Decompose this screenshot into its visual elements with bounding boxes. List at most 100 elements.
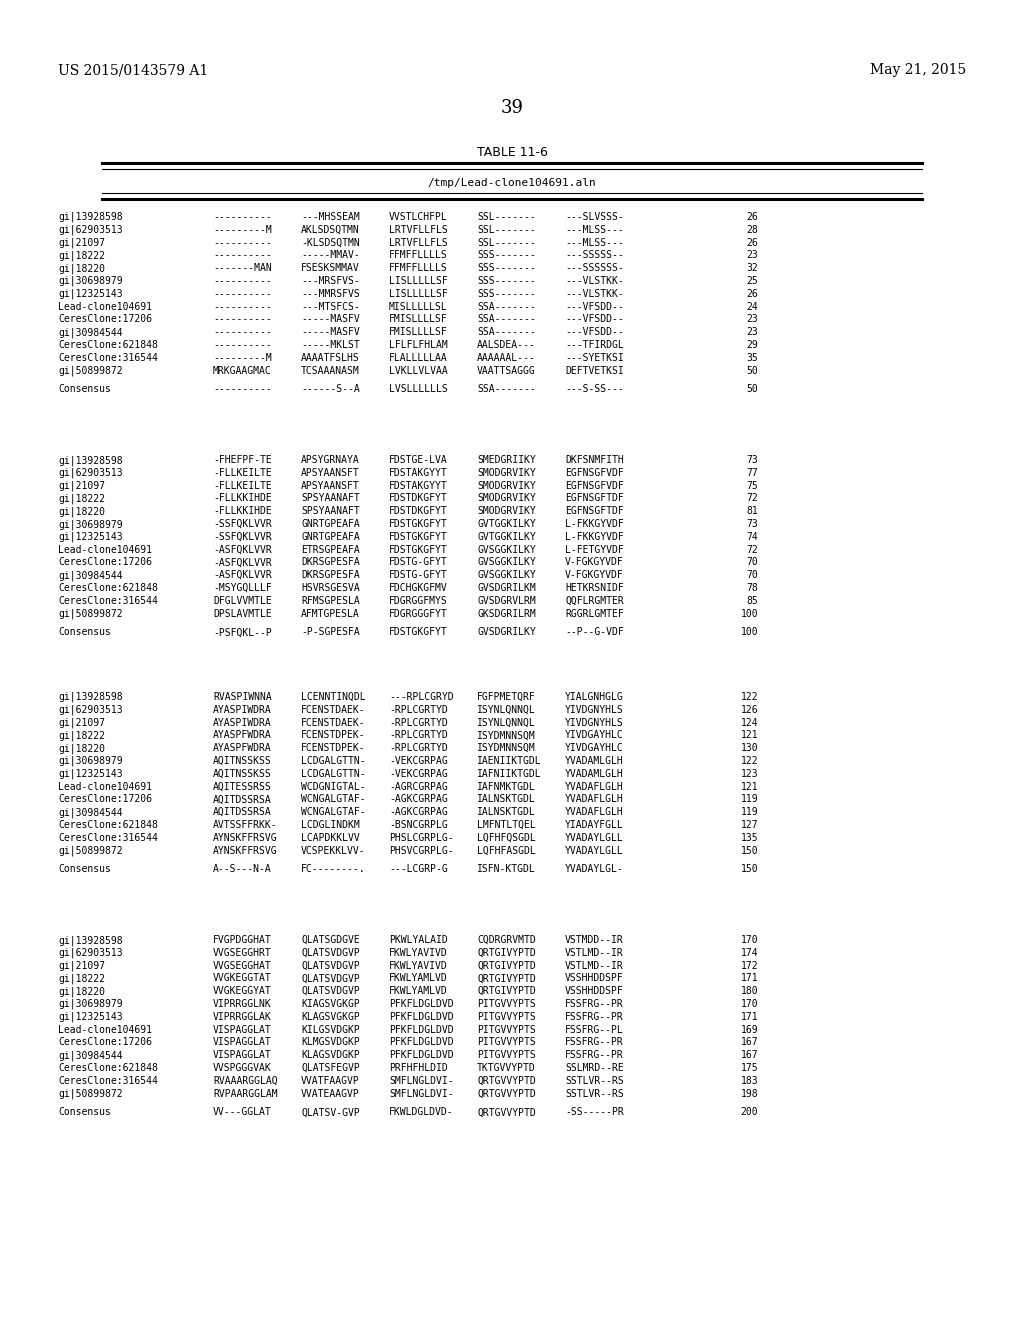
Text: -ASFQKLVVR: -ASFQKLVVR	[213, 545, 271, 554]
Text: 100: 100	[740, 609, 758, 619]
Text: PHSVCGRPLG-: PHSVCGRPLG-	[389, 846, 454, 855]
Text: 126: 126	[740, 705, 758, 715]
Text: QLATSVDGVP: QLATSVDGVP	[301, 986, 359, 997]
Text: GVTGGKILKY: GVTGGKILKY	[477, 519, 536, 529]
Text: KLAGSVGKGP: KLAGSVGKGP	[301, 1012, 359, 1022]
Text: VSTLMD--IR: VSTLMD--IR	[565, 948, 624, 958]
Text: gi|18222: gi|18222	[58, 973, 105, 983]
Text: GNRTGPEAFA: GNRTGPEAFA	[301, 532, 359, 541]
Text: CeresClone:621848: CeresClone:621848	[58, 341, 158, 350]
Text: gi|13928598: gi|13928598	[58, 692, 123, 702]
Text: ----------: ----------	[213, 213, 271, 222]
Text: AAAAAAL---: AAAAAAL---	[477, 352, 536, 363]
Text: KLAGSVDGKP: KLAGSVDGKP	[301, 1051, 359, 1060]
Text: ---------M: ---------M	[213, 224, 271, 235]
Text: CeresClone:17206: CeresClone:17206	[58, 795, 152, 804]
Text: LVSLLLLLLS: LVSLLLLLLS	[389, 384, 447, 395]
Text: TABLE 11-6: TABLE 11-6	[476, 145, 548, 158]
Text: FGFPMETQRF: FGFPMETQRF	[477, 692, 536, 702]
Text: CeresClone:316544: CeresClone:316544	[58, 352, 158, 363]
Text: ---MLSS---: ---MLSS---	[565, 224, 624, 235]
Text: AYNSKFFRSVG: AYNSKFFRSVG	[213, 833, 278, 842]
Text: LCDGALGTTN-: LCDGALGTTN-	[301, 768, 366, 779]
Text: ISYDMNNSQM: ISYDMNNSQM	[477, 743, 536, 754]
Text: ISYNLQNNQL: ISYNLQNNQL	[477, 705, 536, 715]
Text: IAFNMKTGDL: IAFNMKTGDL	[477, 781, 536, 792]
Text: -RPLCGRTYD: -RPLCGRTYD	[389, 730, 447, 741]
Text: AFMTGPESLA: AFMTGPESLA	[301, 609, 359, 619]
Text: gi|30698979: gi|30698979	[58, 756, 123, 767]
Text: GVSGGKILKY: GVSGGKILKY	[477, 557, 536, 568]
Text: ---SSSSS--: ---SSSSS--	[565, 251, 624, 260]
Text: SMEDGRIIKY: SMEDGRIIKY	[477, 455, 536, 465]
Text: YIALGNHGLG: YIALGNHGLG	[565, 692, 624, 702]
Text: FDSTGKGFYT: FDSTGKGFYT	[389, 532, 447, 541]
Text: ----------: ----------	[213, 327, 271, 337]
Text: 170: 170	[740, 935, 758, 945]
Text: ---SSSSSS-: ---SSSSSS-	[565, 263, 624, 273]
Text: 28: 28	[746, 224, 758, 235]
Text: AYASPFWDRA: AYASPFWDRA	[213, 743, 271, 754]
Text: FDSTAKGYYT: FDSTAKGYYT	[389, 467, 447, 478]
Text: PITGVVYPTS: PITGVVYPTS	[477, 1051, 536, 1060]
Text: ISFN-KTGDL: ISFN-KTGDL	[477, 865, 536, 874]
Text: L-FKKGYVDF: L-FKKGYVDF	[565, 519, 624, 529]
Text: 72: 72	[746, 494, 758, 503]
Text: -AGKCGRPAG: -AGKCGRPAG	[389, 795, 447, 804]
Text: GVSDGRILKY: GVSDGRILKY	[477, 627, 536, 638]
Text: YIVDGNYHLS: YIVDGNYHLS	[565, 718, 624, 727]
Text: 29: 29	[746, 341, 758, 350]
Text: PITGVVYPTS: PITGVVYPTS	[477, 999, 536, 1008]
Text: DEFTVETKSI: DEFTVETKSI	[565, 366, 624, 376]
Text: Consensus: Consensus	[58, 627, 111, 638]
Text: HETKRSNIDF: HETKRSNIDF	[565, 583, 624, 593]
Text: 26: 26	[746, 289, 758, 298]
Text: CeresClone:316544: CeresClone:316544	[58, 1076, 158, 1086]
Text: gi|62903513: gi|62903513	[58, 948, 123, 958]
Text: 122: 122	[740, 756, 758, 766]
Text: gi|18222: gi|18222	[58, 494, 105, 504]
Text: VSTMDD--IR: VSTMDD--IR	[565, 935, 624, 945]
Text: -SSFQKLVVR: -SSFQKLVVR	[213, 532, 271, 541]
Text: AVTSSFFRKK-: AVTSSFFRKK-	[213, 820, 278, 830]
Text: PHSLCGRPLG-: PHSLCGRPLG-	[389, 833, 454, 842]
Text: CQDRGRVMTD: CQDRGRVMTD	[477, 935, 536, 945]
Text: PITGVVYPTS: PITGVVYPTS	[477, 1024, 536, 1035]
Text: 77: 77	[746, 467, 758, 478]
Text: VVATEAAGVP: VVATEAAGVP	[301, 1089, 359, 1098]
Text: AQITNSSKSS: AQITNSSKSS	[213, 756, 271, 766]
Text: CeresClone:621848: CeresClone:621848	[58, 820, 158, 830]
Text: FDSTG-GFYT: FDSTG-GFYT	[389, 557, 447, 568]
Text: GKSDGRILRM: GKSDGRILRM	[477, 609, 536, 619]
Text: FVGPDGGHAT: FVGPDGGHAT	[213, 935, 271, 945]
Text: FCENSTDPEK-: FCENSTDPEK-	[301, 730, 366, 741]
Text: YVADAYLGLL: YVADAYLGLL	[565, 846, 624, 855]
Text: -FLLKKIHDE: -FLLKKIHDE	[213, 494, 271, 503]
Text: ---VLSTKK-: ---VLSTKK-	[565, 289, 624, 298]
Text: GNRTGPEAFA: GNRTGPEAFA	[301, 519, 359, 529]
Text: GVSDGRVLRM: GVSDGRVLRM	[477, 595, 536, 606]
Text: LCDGALGTTN-: LCDGALGTTN-	[301, 756, 366, 766]
Text: LVKLLVLVAA: LVKLLVLVAA	[389, 366, 447, 376]
Text: YIADAYFGLL: YIADAYFGLL	[565, 820, 624, 830]
Text: FKWLDGLDVD-: FKWLDGLDVD-	[389, 1107, 454, 1118]
Text: QLATSVDGVP: QLATSVDGVP	[301, 973, 359, 983]
Text: gi|21097: gi|21097	[58, 480, 105, 491]
Text: gi|12325143: gi|12325143	[58, 1012, 123, 1022]
Text: FCENSTDPEK-: FCENSTDPEK-	[301, 743, 366, 754]
Text: LISLLLLLSF: LISLLLLLSF	[389, 276, 447, 286]
Text: -SSFQKLVVR: -SSFQKLVVR	[213, 519, 271, 529]
Text: IALNSKTGDL: IALNSKTGDL	[477, 795, 536, 804]
Text: FDSTAKGYYT: FDSTAKGYYT	[389, 480, 447, 491]
Text: US 2015/0143579 A1: US 2015/0143579 A1	[58, 63, 208, 77]
Text: 124: 124	[740, 718, 758, 727]
Text: SSS-------: SSS-------	[477, 263, 536, 273]
Text: PFKFLDGLDVD: PFKFLDGLDVD	[389, 999, 454, 1008]
Text: DKRSGPESFA: DKRSGPESFA	[301, 557, 359, 568]
Text: PITGVVYPTS: PITGVVYPTS	[477, 1012, 536, 1022]
Text: 35: 35	[746, 352, 758, 363]
Text: ----------: ----------	[213, 384, 271, 395]
Text: FMISLLLLSF: FMISLLLLSF	[389, 314, 447, 325]
Text: -VEKCGRPAG: -VEKCGRPAG	[389, 756, 447, 766]
Text: gi|21097: gi|21097	[58, 238, 105, 248]
